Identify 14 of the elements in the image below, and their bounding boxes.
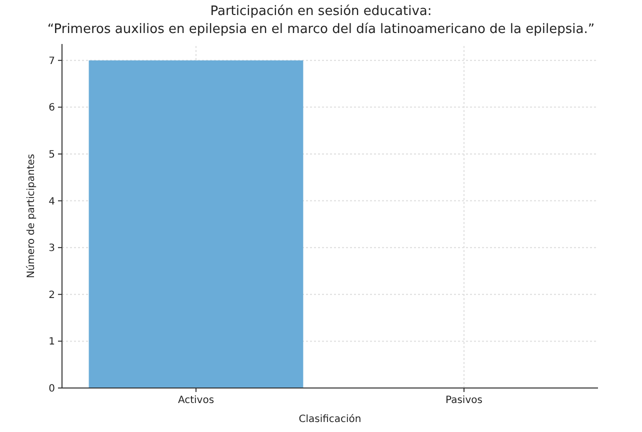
y-tick-label: 7 [48,56,55,67]
y-tick-label: 6 [48,102,55,114]
y-tick-label: 2 [48,290,55,301]
y-axis-title: Número de participantes [26,154,37,278]
y-tick-label: 5 [48,149,55,160]
y-tick-label: 0 [48,384,55,394]
y-tick-label: 3 [48,243,55,254]
chart-subtitle: “Primeros auxilios en epilepsia en el marco del día latinoamericano de la epilepsia.” [47,22,595,37]
x-tick-label: Activos [178,395,214,406]
chart-title: Participación en sesión educativa: [210,4,432,19]
y-tick-label: 1 [48,336,55,348]
x-tick-label: Pasivos [446,395,482,406]
x-axis-title: Clasificación [298,414,362,425]
y-tick-label: 4 [48,196,55,208]
